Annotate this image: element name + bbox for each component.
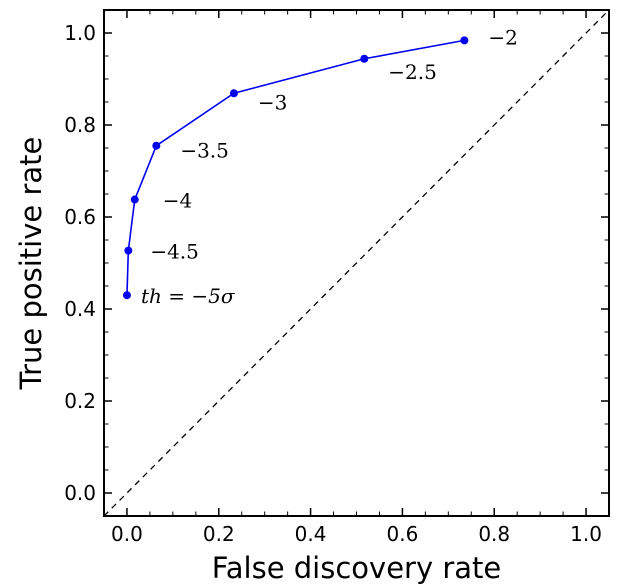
data-point [460, 36, 469, 45]
data-point [152, 141, 161, 150]
x-axis-label: False discovery rate [212, 551, 502, 585]
x-tick-label: 0.6 [387, 522, 419, 546]
data-point [124, 246, 133, 255]
point-annotation: −2 [488, 25, 517, 49]
y-tick-label: 0.0 [64, 481, 96, 505]
data-points-layer [122, 36, 469, 300]
y-tick-label: 0.4 [64, 297, 96, 321]
point-annotation: th = −5σ [141, 284, 236, 308]
data-point [130, 195, 139, 204]
point-annotation: −4.5 [150, 240, 199, 264]
diagonal-dashed-line [103, 9, 610, 517]
x-tick-label: 0.2 [203, 522, 235, 546]
y-axis-label: True positive rate [14, 137, 48, 391]
axis-ticks-layer: 0.0 0.2 0.4 0.6 0.8 1.0 0.0 0.2 0.4 0.6 0.8 1.0 [64, 9, 610, 546]
point-annotation: −2.5 [388, 60, 437, 84]
y-tick-label: 0.2 [64, 389, 96, 413]
x-tick-label: 0.4 [295, 522, 327, 546]
data-point [360, 54, 369, 63]
x-tick-label: 0.8 [478, 522, 510, 546]
data-point [122, 291, 131, 300]
y-tick-label: 0.8 [64, 113, 96, 137]
point-annotation: −3 [258, 90, 287, 114]
diagonal-reference-line [103, 9, 610, 517]
point-annotation: −3.5 [180, 139, 229, 163]
y-tick-label: 0.6 [64, 205, 96, 229]
point-annotations-layer: th = −5σ −4.5 −4 −3.5 −3 −2.5 −2 [141, 25, 518, 308]
data-point [229, 89, 238, 98]
x-tick-label: 1.0 [570, 522, 602, 546]
point-annotation: −4 [163, 189, 192, 213]
y-tick-label: 1.0 [64, 21, 96, 45]
x-tick-label: 0.0 [111, 522, 143, 546]
